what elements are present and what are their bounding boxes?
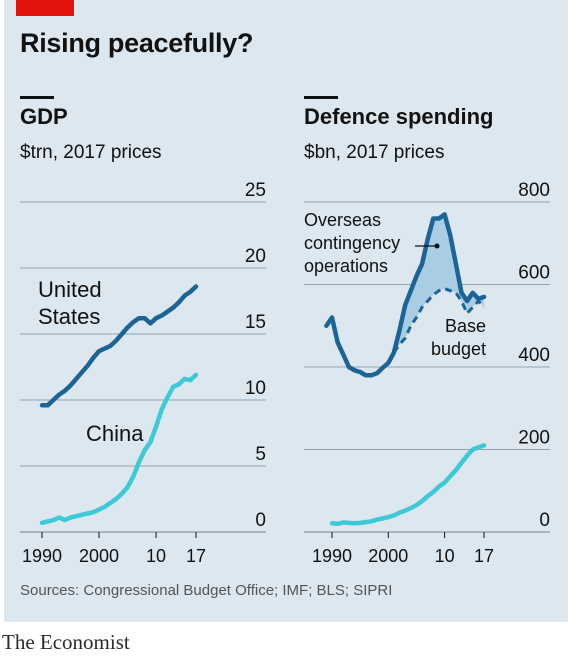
- defence-unit-label: $bn, 2017 prices: [304, 142, 445, 163]
- defence-y-tick-600: 600: [518, 263, 550, 284]
- defence-x-tick-17: 17: [474, 546, 494, 566]
- defence-oco-label-line: contingency: [304, 233, 400, 253]
- defence-oco-pointer-dot: [434, 243, 440, 249]
- gdp-y-tick-5: 5: [255, 444, 266, 465]
- defence-chart: 0 200 400 600 800 1990 2000 10 17 Overseas conting…: [304, 180, 550, 566]
- publisher-logo: The Economist: [2, 630, 130, 654]
- defence-oco-label-line: operations: [304, 256, 388, 276]
- gdp-chart-title: GDP: [20, 104, 68, 129]
- defence-base-budget-label-line: Base: [445, 316, 486, 336]
- defence-oco-label-line: Overseas: [304, 210, 381, 230]
- defence-base-budget-label-line: budget: [431, 339, 486, 359]
- gdp-x-tick-1990: 1990: [22, 546, 62, 566]
- gdp-y-tick-25: 25: [245, 180, 266, 201]
- defence-base-budget-line: [392, 287, 486, 354]
- chart-title: Rising peacefully?: [20, 28, 254, 58]
- defence-chart-title: Defence spending: [304, 104, 494, 129]
- defence-china-line: [329, 443, 487, 527]
- gdp-unit-label: $trn, 2017 prices: [20, 142, 162, 163]
- defence-y-tick-800: 800: [518, 180, 550, 201]
- gdp-china-label: China: [86, 421, 144, 446]
- gdp-us-label-line: States: [38, 304, 100, 329]
- defence-us-line: [324, 212, 487, 378]
- defence-x-tick-2000: 2000: [368, 546, 408, 566]
- gdp-y-tick-20: 20: [245, 246, 266, 267]
- gdp-us-label: United States: [38, 277, 102, 329]
- defence-y-tick-200: 200: [518, 428, 550, 449]
- chart-panel: [4, 0, 568, 622]
- gdp-y-tick-0: 0: [255, 510, 266, 531]
- gdp-us-line: [39, 284, 199, 408]
- brand-red-tag: [16, 0, 74, 16]
- gdp-chart: 0 5 10 15 20 25 1990 2000 10 17 United States China: [20, 180, 266, 566]
- defence-base-budget-label: Base budget: [431, 316, 486, 359]
- gdp-y-tick-10: 10: [245, 378, 266, 399]
- source-note: Sources: Congressional Budget Office; IM…: [20, 582, 393, 599]
- gdp-china-line: [39, 372, 199, 526]
- defence-oco-label: Overseas contingency operations: [304, 210, 400, 276]
- defence-y-tick-400: 400: [518, 345, 550, 366]
- defence-x-tick-10: 10: [435, 546, 455, 566]
- gdp-x-tick-2000: 2000: [79, 546, 119, 566]
- defence-y-tick-0: 0: [539, 510, 550, 531]
- gdp-x-tick-17: 17: [186, 546, 206, 566]
- gdp-title-rule: [20, 96, 54, 99]
- gdp-y-tick-15: 15: [245, 312, 266, 333]
- gdp-us-label-line: United: [38, 277, 102, 302]
- defence-title-rule: [304, 96, 338, 99]
- defence-x-tick-1990: 1990: [312, 546, 352, 566]
- defence-oco-shade: [393, 214, 484, 353]
- gdp-x-tick-10: 10: [146, 546, 166, 566]
